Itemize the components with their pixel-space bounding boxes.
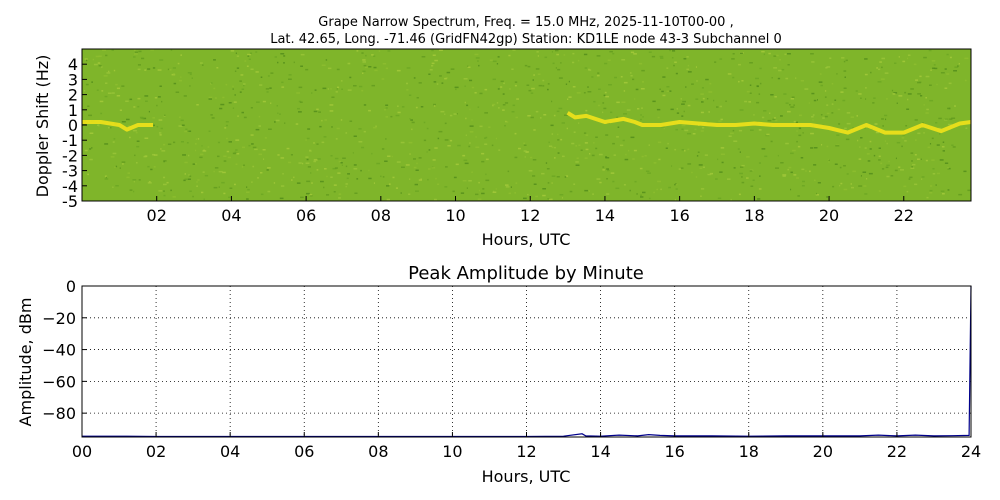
spectrogram-y-axis-label: Doppler Shift (Hz) — [33, 55, 52, 198]
spectrogram-y-tick-label: -5 — [62, 192, 78, 211]
spectrum-title-line1: Grape Narrow Spectrum, Freq. = 15.0 MHz,… — [318, 15, 733, 30]
spectrogram-y-tick-label: 3 — [68, 70, 78, 89]
spectrogram-y-tick-label: -4 — [62, 177, 78, 196]
amplitude-x-tick-label: 04 — [220, 442, 240, 461]
spectrogram-y-tick-label: 0 — [68, 116, 78, 135]
spectrogram-y-tick-label: 2 — [68, 86, 78, 105]
spectrogram-y-tick-label: -3 — [62, 162, 78, 181]
amplitude-x-tick-label: 16 — [664, 442, 684, 461]
amplitude-y-tick-label: −60 — [42, 372, 76, 391]
amplitude-y-ticks: 0 −20 −40 −60 −80 — [42, 277, 87, 423]
amplitude-x-tick-label: 12 — [516, 442, 536, 461]
amplitude-x-tick-label: 24 — [961, 442, 981, 461]
amplitude-x-tick-label: 06 — [294, 442, 314, 461]
amplitude-x-tick-label: 18 — [739, 442, 759, 461]
amplitude-x-tick-label: 20 — [813, 442, 833, 461]
amplitude-plot-background — [82, 286, 971, 437]
spectrogram-x-tick-label: 22 — [894, 206, 914, 225]
amplitude-x-axis-label: Hours, UTC — [482, 467, 571, 486]
spectrogram-x-tick-label: 02 — [147, 206, 167, 225]
amplitude-y-tick-label: −40 — [42, 341, 76, 360]
spectrogram-y-tick-label: 4 — [68, 55, 78, 74]
amplitude-gridlines — [82, 286, 971, 437]
spectrogram-x-tick-label: 04 — [221, 206, 241, 225]
spectrogram-x-tick-label: 20 — [819, 206, 839, 225]
amplitude-x-tick-label: 00 — [72, 442, 92, 461]
spectrogram-y-tick-label: 1 — [68, 101, 78, 120]
spectrogram-y-tick-label: -2 — [62, 146, 78, 165]
spectrogram-y-tick-label: -1 — [62, 131, 78, 150]
spectrogram-x-tick-label: 14 — [595, 206, 615, 225]
amplitude-x-tick-label: 10 — [442, 442, 462, 461]
spectrum-title-line2: Lat. 42.65, Long. -71.46 (GridFN42gp) St… — [270, 32, 782, 47]
spectrogram-x-axis-label: Hours, UTC — [482, 230, 571, 249]
amplitude-x-tick-label: 14 — [590, 442, 610, 461]
spectrogram-x-ticks: 02 04 06 08 10 12 14 16 18 20 22 — [147, 196, 914, 225]
amplitude-panel: 00 02 04 06 08 10 12 14 16 18 20 22 24 0 −20 −40 −60 −80 — [42, 277, 981, 461]
spectrogram-doppler-trace — [82, 111, 972, 135]
amplitude-x-tick-label: 08 — [368, 442, 388, 461]
amplitude-x-ticks: 00 02 04 06 08 10 12 14 16 18 20 22 24 — [72, 432, 981, 461]
amplitude-y-tick-label: −80 — [42, 404, 76, 423]
amplitude-y-axis-label: Amplitude, dBm — [16, 298, 35, 427]
spectrogram-x-tick-label: 18 — [744, 206, 764, 225]
amplitude-y-tick-label: 0 — [66, 277, 76, 296]
spectrogram-x-tick-label: 08 — [371, 206, 391, 225]
amplitude-y-tick-label: −20 — [42, 309, 76, 328]
spectrogram-x-tick-label: 06 — [296, 206, 316, 225]
spectrogram-x-tick-label: 16 — [669, 206, 689, 225]
amplitude-x-tick-label: 02 — [146, 442, 166, 461]
spectrogram-background — [82, 49, 971, 201]
spectrogram-noise — [82, 49, 971, 201]
amplitude-chart-title: Peak Amplitude by Minute — [408, 263, 644, 284]
spectrogram-x-tick-label: 10 — [445, 206, 465, 225]
amplitude-x-tick-label: 22 — [887, 442, 907, 461]
spectrogram-x-tick-label: 12 — [520, 206, 540, 225]
